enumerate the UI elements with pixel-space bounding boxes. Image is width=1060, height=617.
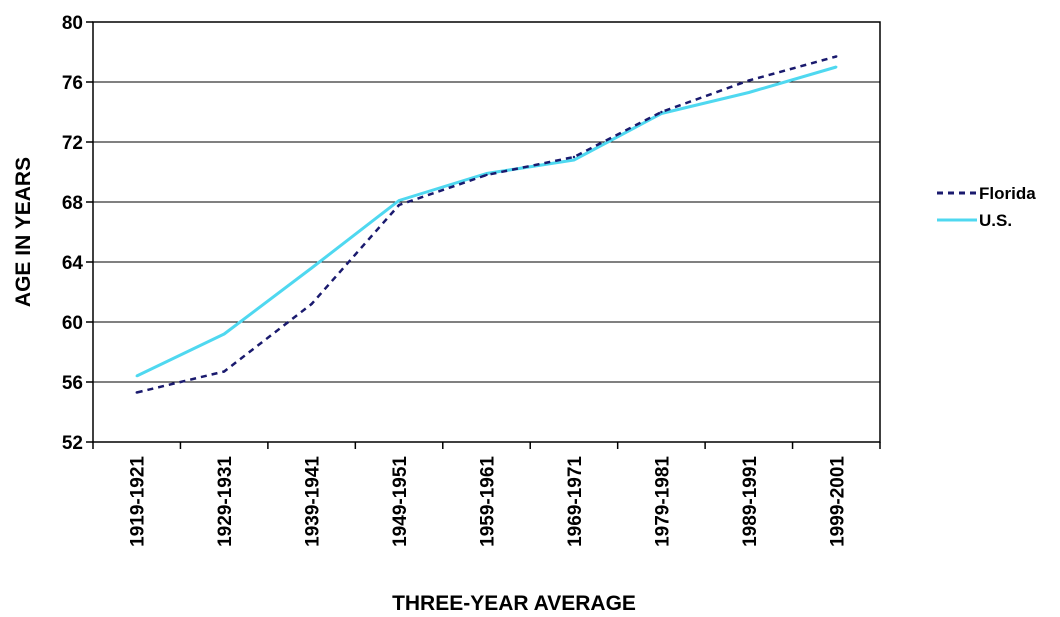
series-lines — [135, 55, 838, 394]
data-point-florida — [397, 203, 401, 207]
gridlines — [93, 81, 880, 383]
data-point-u-s — [747, 91, 751, 94]
y-tick-label: 76 — [62, 73, 83, 94]
data-point-florida — [835, 55, 838, 58]
x-tick-label: 1919-1921 — [128, 456, 149, 547]
series-florida — [135, 55, 838, 394]
x-tick-label: 1999-2001 — [827, 456, 848, 547]
y-tick-label: 80 — [62, 13, 83, 34]
y-axis-ticks: 52 56 60 64 68 72 76 80 — [62, 13, 93, 454]
x-tick-label: 1929-1931 — [215, 456, 236, 547]
legend-label-u-s: U.S. — [979, 211, 1012, 230]
legend-item-u-s: U.S. — [937, 211, 1012, 230]
data-point-u-s — [222, 332, 226, 336]
data-point-florida — [485, 173, 488, 177]
series-line-florida — [136, 55, 837, 394]
data-point-u-s — [835, 65, 838, 69]
y-tick-label: 56 — [62, 373, 83, 394]
legend-item-florida: Florida — [937, 184, 1036, 203]
data-point-florida — [747, 79, 751, 82]
x-axis-ticks: 1919-1921 1929-1931 1939-1941 1949-1951 1959… — [92, 442, 881, 547]
series-line-u-s — [136, 65, 837, 378]
data-point-u-s — [572, 158, 576, 162]
data-point-florida — [222, 370, 226, 373]
y-tick-label: 64 — [62, 253, 84, 274]
legend-label-florida: Florida — [979, 184, 1036, 203]
x-tick-label: 1969-1971 — [565, 456, 586, 547]
y-tick-label: 52 — [62, 433, 83, 454]
data-point-florida — [135, 391, 138, 394]
legend: Florida U.S. — [937, 184, 1036, 230]
plot-frame — [92, 21, 881, 443]
x-tick-label: 1979-1981 — [652, 456, 673, 547]
x-tick-label: 1949-1951 — [390, 456, 411, 547]
y-axis-title: AGE IN YEARS — [12, 157, 35, 307]
series-u-s — [135, 65, 838, 378]
x-tick-label: 1959-1961 — [478, 456, 499, 547]
data-point-florida — [572, 155, 576, 159]
y-tick-label: 72 — [62, 133, 83, 154]
x-axis-title: THREE-YEAR AVERAGE — [392, 592, 636, 615]
data-point-florida — [660, 110, 663, 114]
data-point-u-s — [135, 374, 138, 378]
y-tick-label: 60 — [62, 313, 83, 334]
y-tick-label: 68 — [62, 193, 83, 214]
data-point-florida — [310, 302, 313, 306]
x-tick-label: 1939-1941 — [303, 456, 324, 547]
data-point-u-s — [397, 199, 401, 202]
x-tick-label: 1989-1991 — [740, 456, 761, 547]
data-point-u-s — [310, 266, 313, 270]
